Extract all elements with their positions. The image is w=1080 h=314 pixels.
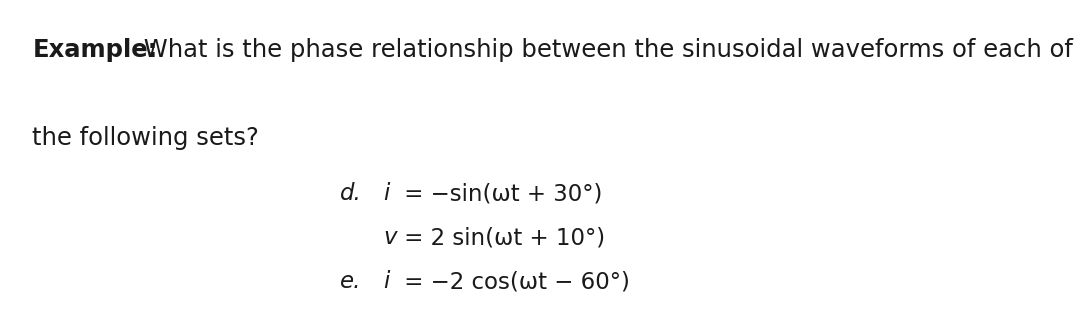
Text: i: i [383,182,390,205]
Text: the following sets?: the following sets? [32,126,259,149]
Text: i: i [383,270,390,293]
Text: = −sin(ωt + 30°): = −sin(ωt + 30°) [397,182,603,205]
Text: = −2 cos(ωt − 60°): = −2 cos(ωt − 60°) [397,270,631,293]
Text: e.: e. [340,270,362,293]
Text: What is the phase relationship between the sinusoidal waveforms of each of: What is the phase relationship between t… [136,38,1072,62]
Text: = 2 sin(ωt + 10°): = 2 sin(ωt + 10°) [397,226,606,249]
Text: d.: d. [340,182,362,205]
Text: v: v [383,226,397,249]
Text: Example:: Example: [32,38,158,62]
